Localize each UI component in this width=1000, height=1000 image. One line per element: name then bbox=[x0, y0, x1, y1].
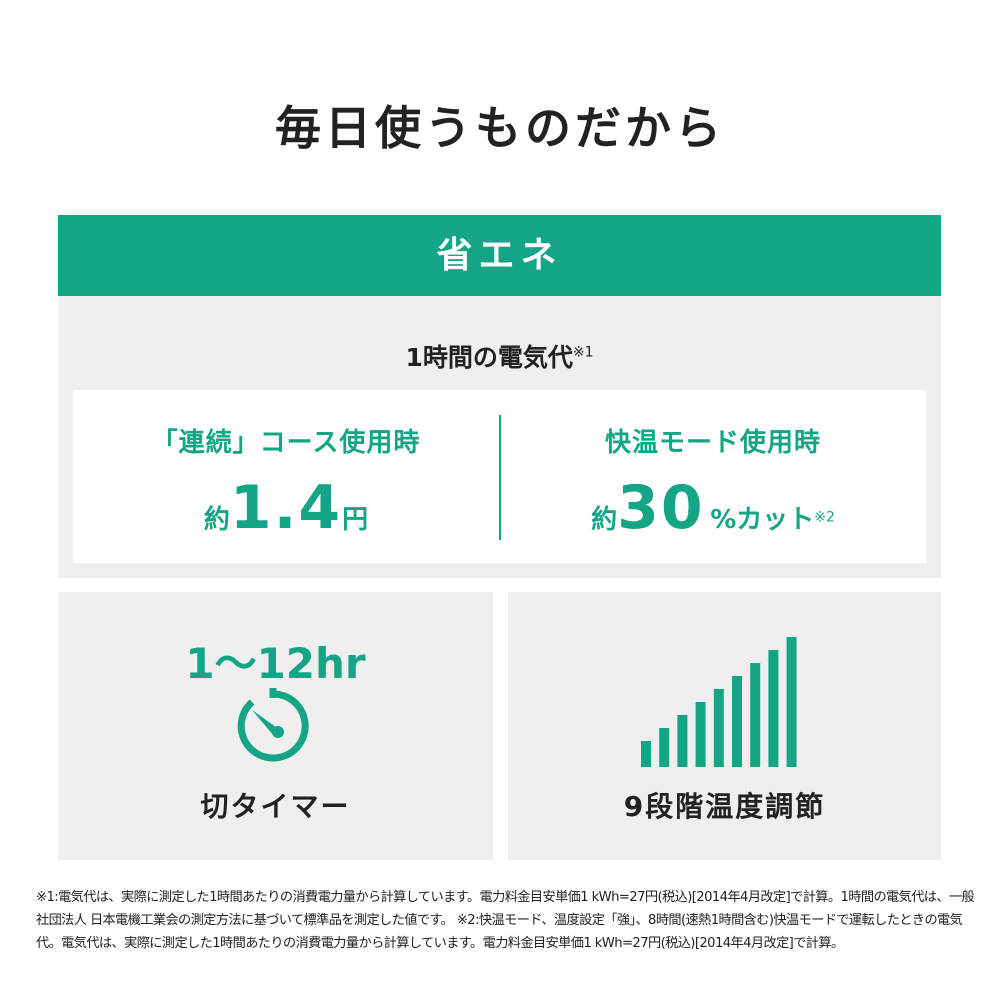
approx-prefix: 約 bbox=[203, 505, 230, 535]
level-bar bbox=[677, 715, 688, 767]
temperature-panel: 9段階温度調節 bbox=[508, 592, 941, 860]
saving-value: 30 bbox=[617, 473, 705, 543]
page-title: 毎日使うものだから bbox=[275, 101, 725, 155]
level-bar bbox=[750, 663, 761, 767]
cost-value: 1.4 bbox=[229, 473, 343, 543]
level-bar bbox=[768, 650, 779, 767]
electricity-cost-section: 1時間の電気代※1 「連続」コース使用時 約1.4円 快温モード使用時 約30 … bbox=[58, 296, 941, 578]
cost-unit: 円 bbox=[342, 505, 369, 535]
energy-saving-banner: 省エネ bbox=[58, 215, 941, 296]
level-bar bbox=[659, 728, 670, 767]
level-bar bbox=[641, 741, 651, 767]
level-bar bbox=[732, 676, 742, 767]
level-bar bbox=[786, 637, 797, 767]
continuous-course-label: 「連続」コース使用時 bbox=[151, 428, 421, 458]
saving-unit: %カット bbox=[710, 505, 815, 535]
continuous-course-cost: 「連続」コース使用時 約1.4円 bbox=[73, 390, 499, 563]
level-bar bbox=[713, 689, 724, 767]
cost-title-text: 1時間の電気代 bbox=[405, 343, 573, 372]
approx-prefix: 約 bbox=[591, 505, 618, 535]
divider bbox=[499, 415, 501, 540]
level-bar bbox=[695, 702, 706, 767]
timer-panel: 1〜12hr 切タイマー bbox=[58, 592, 493, 860]
comfort-mode-label: 快温モード使用時 bbox=[604, 428, 821, 458]
timer-range: 1〜12hr bbox=[185, 639, 366, 688]
comfort-mode-saving: 快温モード使用時 約30 %カット※2 bbox=[500, 390, 926, 563]
signal-bars-icon bbox=[641, 637, 797, 767]
timer-label: 切タイマー bbox=[200, 790, 351, 823]
timer-icon bbox=[237, 688, 309, 762]
footnote: ※1:電気代は、実際に測定した1時間あたりの消費電力量から計算しています。電力料… bbox=[36, 890, 975, 951]
temperature-label: 9段階温度調節 bbox=[623, 790, 826, 823]
cost-card: 「連続」コース使用時 約1.4円 快温モード使用時 約30 %カット※2 bbox=[73, 390, 926, 563]
cost-title-note: ※1 bbox=[572, 344, 594, 361]
saving-note: ※2 bbox=[814, 509, 835, 526]
cost-title: 1時間の電気代※1 bbox=[58, 338, 941, 374]
